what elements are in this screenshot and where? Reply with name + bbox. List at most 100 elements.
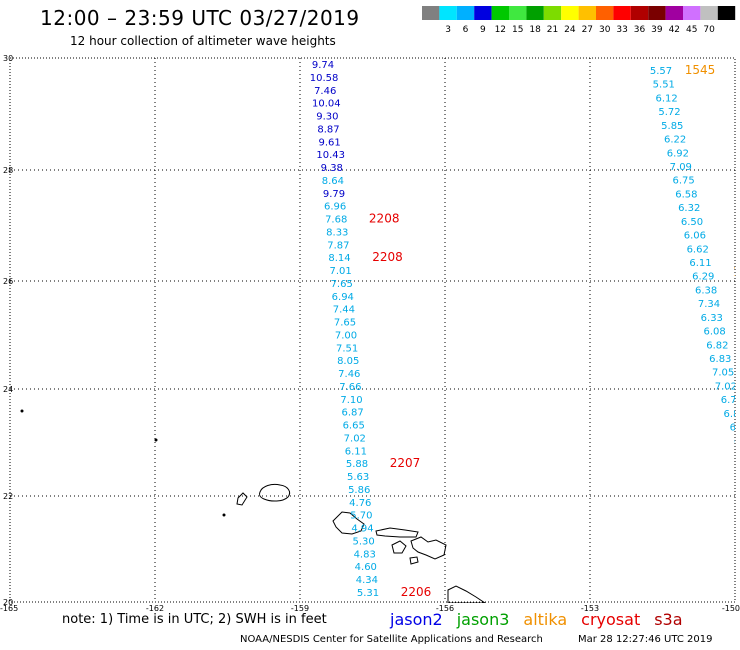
wave-height-value: 5.86 xyxy=(348,485,370,496)
wave-height-value: 4.34 xyxy=(356,575,378,586)
wave-height-value: 4.76 xyxy=(349,498,371,509)
wave-height-value: 5.85 xyxy=(661,121,683,132)
legend-label: 39 xyxy=(651,25,663,35)
wave-height-value: 7.46 xyxy=(314,86,336,97)
wave-height-value: 7.44 xyxy=(333,305,355,316)
wave-height-value: 10.43 xyxy=(316,150,345,161)
legend-swatch xyxy=(578,6,596,20)
wave-height-value: 7.02 xyxy=(344,434,366,445)
lat-lon-grid xyxy=(9,57,736,603)
wave-height-value: 6.94 xyxy=(332,292,354,303)
island-hawaii xyxy=(447,585,486,603)
legend-swatch xyxy=(683,6,701,20)
wave-height-value: 6.87 xyxy=(341,408,363,419)
island-kahoolawe xyxy=(409,556,419,565)
map-subtitle: 12 hour collection of altimeter wave hei… xyxy=(70,34,336,48)
generation-timestamp: Mar 28 12:27:46 UTC 2019 xyxy=(578,634,713,645)
wave-height-value: 6.33 xyxy=(701,313,723,324)
legend-label: 24 xyxy=(564,25,576,35)
wave-height-value: 8.14 xyxy=(328,253,350,264)
wave-height-value: 8.87 xyxy=(317,124,339,135)
legend-swatch xyxy=(613,6,631,20)
satellite-label-altika: altika xyxy=(523,610,568,629)
wave-height-value: 6.75 xyxy=(672,176,694,187)
wave-height-value: 5.70 xyxy=(350,511,372,522)
islet-kaula xyxy=(222,513,226,517)
pass-time-label: 1545 xyxy=(685,63,716,77)
legend-swatch xyxy=(422,6,440,20)
wave-height-value: 6.06 xyxy=(684,231,706,242)
lat-label: 22 xyxy=(3,492,13,501)
wave-height-value: 6 xyxy=(734,436,740,447)
legend-label: 6 xyxy=(463,25,469,35)
lat-label: 24 xyxy=(3,385,13,394)
island-oahu xyxy=(332,511,365,535)
satellite-track-jason2: 9.74 10.58 7.46 10.04 9.308.87 9.61 10.43 9.38 8… xyxy=(310,60,431,599)
satellite-legend: jason2 jason3 altika cryosat s3a xyxy=(390,610,697,629)
legend-label: 3 xyxy=(445,25,451,35)
legend-swatch xyxy=(491,6,509,20)
wave-height-value: 9.79 xyxy=(323,189,345,200)
wave-height-value: 5.88 xyxy=(346,459,368,470)
wave-height-value: 6.22 xyxy=(664,135,686,146)
wave-height-value: 9.61 xyxy=(318,137,340,148)
legend-swatch xyxy=(717,6,736,20)
wave-height-value: 5.30 xyxy=(352,537,374,548)
wave-height-value: 7.87 xyxy=(327,240,349,251)
lat-label: 20 xyxy=(3,598,13,607)
wave-height-value: 7.68 xyxy=(325,215,347,226)
wave-height-value: 6.96 xyxy=(324,202,346,213)
legend-label: 18 xyxy=(529,25,541,35)
legend-swatch xyxy=(700,6,718,20)
wave-height-value: 6.65 xyxy=(343,421,365,432)
footnote: note: 1) Time is in UTC; 2) SWH is in fe… xyxy=(62,612,327,627)
credit-line: NOAA/NESDIS Center for Satellite Applica… xyxy=(240,634,543,645)
wave-height-value: 6.83 xyxy=(709,354,731,365)
lat-label: 26 xyxy=(3,277,13,286)
lon-label: -153 xyxy=(581,604,599,613)
axis-labels: 30 28 26 24 22 20-165 -162 -159 -156 -153 -150 xyxy=(0,54,740,613)
wave-height-value: 7.51 xyxy=(336,343,358,354)
legend-label: 45 xyxy=(686,25,697,35)
wave-height-value: 8.64 xyxy=(322,176,344,187)
satellite-label-cryosat: cryosat xyxy=(581,610,641,629)
island-maui xyxy=(410,536,447,560)
wave-height-value: 7.65 xyxy=(334,318,356,329)
wave-height-value: 7.46 xyxy=(338,369,360,380)
wave-height-value: 7.66 xyxy=(339,382,361,393)
wave-height-value: 6.62 xyxy=(687,244,709,255)
legend-swatch xyxy=(630,6,649,20)
satellite-label-jason3: jason3 xyxy=(456,610,510,629)
legend-label: 30 xyxy=(599,25,611,35)
wave-height-value: 9.38 xyxy=(321,163,343,174)
lon-label: -156 xyxy=(436,604,454,613)
wave-height-value: 6.08 xyxy=(703,327,725,338)
legend-swatch xyxy=(526,6,544,20)
pass-time-label-clipped: 1 xyxy=(733,265,740,279)
wave-height-value: 6.7 xyxy=(721,395,737,406)
lon-label: -165 xyxy=(0,604,18,613)
wave-height-value: 7.34 xyxy=(698,299,720,310)
wave-height-value: 6.12 xyxy=(655,93,677,104)
wave-height-value: 5.63 xyxy=(347,472,369,483)
legend-label: 33 xyxy=(616,25,627,35)
wave-height-value: 6.29 xyxy=(692,272,714,283)
wave-height-value: 4.83 xyxy=(354,549,376,560)
legend-swatch xyxy=(561,6,579,20)
wave-height-value: 7.01 xyxy=(329,266,351,277)
wave-height-value: 4.60 xyxy=(355,562,377,573)
wave-height-value: 7.02 xyxy=(715,381,737,392)
wave-height-value: 9.30 xyxy=(316,112,338,123)
wave-height-value: 10.58 xyxy=(310,73,339,84)
wave-height-value: 5.72 xyxy=(658,107,680,118)
lon-label: -162 xyxy=(146,604,164,613)
pass-time-label: 2208 xyxy=(372,250,403,264)
island-niihau xyxy=(236,492,248,506)
wave-height-value: 6.8 xyxy=(724,409,740,420)
islet-necker xyxy=(154,438,158,442)
legend-swatch xyxy=(596,6,614,20)
wave-height-value: 6.82 xyxy=(706,340,728,351)
legend-swatch xyxy=(509,6,527,20)
legend-label: 70 xyxy=(703,25,715,35)
